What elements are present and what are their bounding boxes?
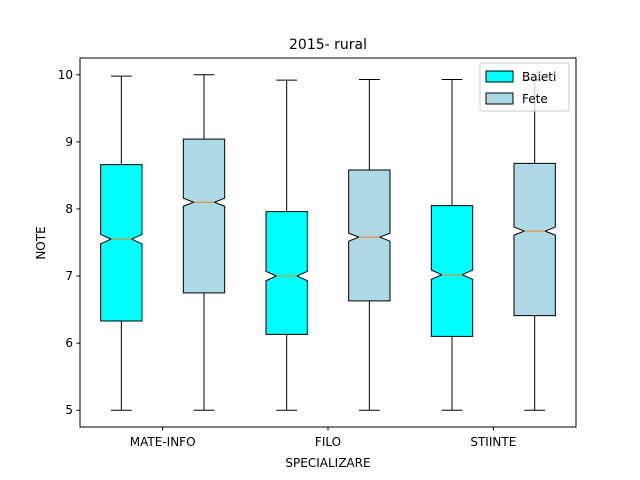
legend-label-baieti: Baieti	[522, 70, 556, 84]
y-axis-label: NOTE	[34, 226, 48, 259]
legend: Baieti Fete	[479, 62, 570, 112]
box-fete-mate-info	[182, 138, 226, 294]
y-tick-label: 5	[65, 403, 73, 417]
x-tick-label: MATE-INFO	[130, 435, 196, 449]
box-baieti-filo	[265, 211, 308, 335]
y-tick-label: 10	[58, 68, 73, 82]
legend-swatch-fete	[485, 92, 514, 105]
legend-label-fete: Fete	[522, 92, 548, 106]
plot-area: 5 6 7 8 9 10 MATE-INFO FILO STIINTE	[58, 57, 577, 449]
legend-swatch-baieti	[485, 70, 514, 83]
y-tick-label: 6	[65, 336, 73, 350]
plot-background	[80, 58, 576, 427]
box-fete-filo	[348, 169, 391, 302]
y-tick-label: 9	[65, 135, 73, 149]
x-tick-label: STIINTE	[470, 435, 516, 449]
chart-title: 2015- rural	[289, 37, 367, 53]
box-baieti-mate-info	[100, 164, 143, 322]
y-tick-label: 8	[65, 202, 73, 216]
box-fete-stiinte	[513, 162, 556, 317]
x-tick-label: FILO	[315, 435, 341, 449]
y-tick-label: 7	[65, 269, 73, 283]
box-baieti-stiinte	[430, 205, 474, 337]
x-axis-label: SPECIALIZARE	[285, 456, 370, 470]
